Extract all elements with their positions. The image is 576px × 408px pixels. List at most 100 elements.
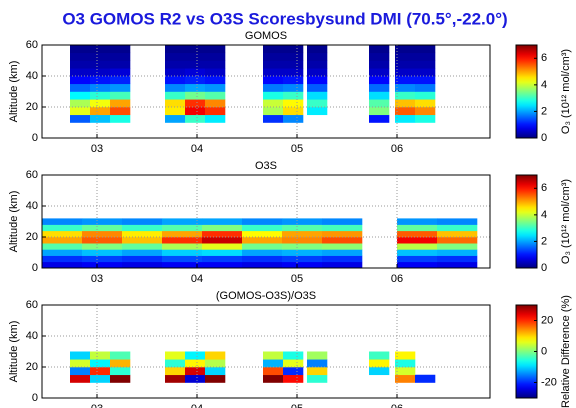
heatmap-cell [395,76,416,85]
heatmap-cell [283,52,304,61]
heatmap-cell [307,68,328,77]
heatmap-cell [283,359,304,368]
heatmap-cell [82,249,123,256]
heatmap-cell [82,237,123,244]
heatmap-cell [202,261,243,269]
x-tick-label: 03 [91,273,103,285]
heatmap-cell [185,367,206,376]
heatmap-cell [397,218,438,225]
heatmap-cell [282,224,323,232]
colorbar-tick-label: 0 [541,345,547,357]
x-tick-label: 06 [391,143,403,155]
heatmap-cell [395,374,416,383]
colorbar-label: Relative Difference (%) [560,295,572,408]
colorbar-tick-label: 2 [541,235,547,247]
heatmap-cell [322,261,363,269]
heatmap-cell [110,91,131,100]
heatmap-cell [42,224,83,232]
colorbar-tick-label: 0 [541,132,547,144]
heatmap-cell [162,249,203,256]
heatmap-cell [205,359,226,368]
heatmap-cell [110,351,131,360]
heatmap-cell [283,367,304,376]
heatmap-cell [185,68,206,77]
heatmap-cell [263,99,284,108]
heatmap-cell [369,60,390,69]
heatmap-cell [397,261,438,269]
heatmap-cell [242,237,283,244]
heatmap-cell [185,374,206,383]
heatmap-cell [70,68,91,77]
x-tick-label: 05 [291,273,303,285]
heatmap-cell [165,83,186,92]
heatmap-cell [70,99,91,108]
x-tick-label: 03 [91,143,103,155]
heatmap-cell [283,107,304,116]
heatmap-cell [263,76,284,85]
heatmap-cell [395,68,416,77]
heatmap-cell [322,249,363,256]
heatmap-cell [395,367,416,376]
heatmap-cell [263,107,284,116]
y-tick-label: 0 [32,392,38,404]
colorbar-tick-label: 6 [541,52,547,64]
heatmap-cell [369,114,390,123]
heatmap-cell [110,76,131,85]
heatmap-cell [415,91,436,100]
y-tick-label: 0 [32,262,38,274]
y-tick-label: 20 [26,361,38,373]
heatmap-cell [369,91,390,100]
heatmap-cell [110,367,131,376]
x-tick-label: 04 [191,273,203,285]
heatmap-cell [322,237,363,244]
heatmap-cell [162,218,203,225]
heatmap-cell [282,237,323,244]
heatmap-cell [70,76,91,85]
heatmap-cell [185,83,206,92]
heatmap-cell [369,359,390,368]
heatmap-cell [415,60,436,69]
heatmap-cell [437,218,478,225]
heatmap-cell [70,114,91,123]
heatmap-cell [110,68,131,77]
x-tick-label: 03 [91,403,103,408]
heatmap-cell [282,218,323,225]
heatmap-cell [70,52,91,61]
heatmap-cell [165,359,186,368]
heatmap-cell [90,351,111,360]
heatmap-cell [122,249,163,256]
heatmap-cell [307,107,328,116]
heatmap-cell [307,367,328,376]
heatmap-cell [369,351,390,360]
heatmap-cell [263,351,284,360]
heatmap-cell [165,351,186,360]
heatmap-cell [122,261,163,269]
heatmap-cell [205,68,226,77]
heatmap-cell [122,224,163,232]
panel-title: (GOMOS-O3S)/O3S [216,290,316,302]
heatmap-cell [205,60,226,69]
heatmap-cell [165,68,186,77]
chart-title: O3 GOMOS R2 vs O3S Scoresbysund DMI (70.… [62,9,507,28]
heatmap-cell [282,249,323,256]
heatmap-cell [263,60,284,69]
heatmap-cell [165,76,186,85]
heatmap-cell [263,367,284,376]
heatmap-cell [242,218,283,225]
heatmap-cell [42,243,83,250]
heatmap-cell [307,351,328,360]
colorbar-tick-label: 20 [541,314,553,326]
heatmap-cell [110,83,131,92]
heatmap-cell [70,83,91,92]
heatmap-cell [162,230,203,238]
heatmap-cell [283,99,304,108]
heatmap-cell [322,243,363,250]
y-tick-label: 40 [26,200,38,212]
heatmap-cell [307,359,328,368]
heatmap-cell [90,68,111,77]
heatmap-cell [202,249,243,256]
heatmap-cell [122,255,163,263]
heatmap-cell [282,261,323,269]
heatmap-cell [437,230,478,238]
colorbar-label: O₃ (10¹² mol/cm³) [560,49,572,134]
